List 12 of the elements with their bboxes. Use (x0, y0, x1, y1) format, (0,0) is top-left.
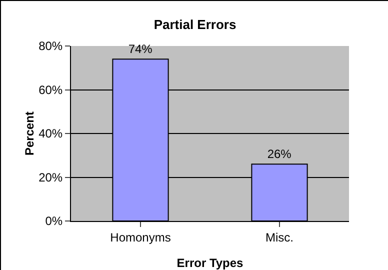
y-tick-label: 60% (38, 82, 63, 97)
y-tick-label: 80% (38, 39, 63, 54)
y-tick-label: 40% (38, 126, 63, 141)
x-tick-label: Homonyms (110, 230, 171, 244)
data-label: 74% (128, 42, 153, 56)
data-label: 26% (267, 147, 292, 162)
y-tick-label: 0% (45, 214, 63, 228)
y-tick-label: 20% (38, 170, 63, 184)
x-tick-label: Misc. (266, 230, 294, 244)
x-axis-title: Error Types (176, 256, 244, 270)
y-axis-title: Percent (22, 111, 37, 156)
chart-title: Partial Errors (154, 17, 236, 32)
